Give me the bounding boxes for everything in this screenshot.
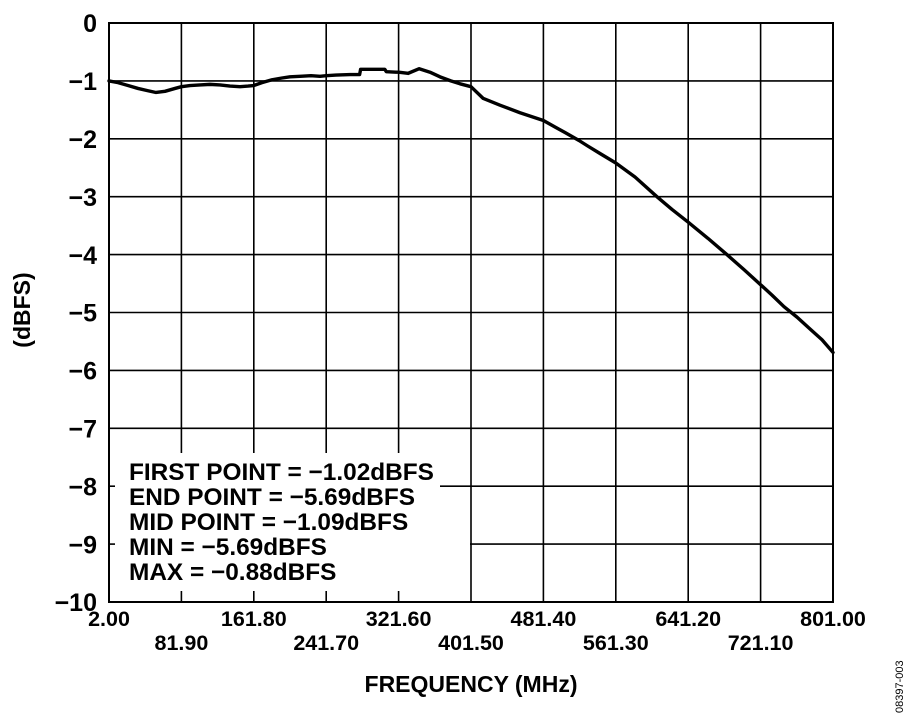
svg-text:FREQUENCY (MHz): FREQUENCY (MHz) — [365, 671, 578, 697]
svg-text:−8: −8 — [68, 474, 97, 502]
svg-text:FIRST POINT = −1.02dBFS: FIRST POINT = −1.02dBFS — [129, 459, 434, 486]
svg-text:−2: −2 — [68, 126, 97, 154]
svg-text:721.10: 721.10 — [728, 631, 794, 655]
svg-text:641.20: 641.20 — [655, 607, 721, 631]
svg-text:161.80: 161.80 — [221, 607, 287, 631]
svg-text:08397-003: 08397-003 — [894, 660, 906, 713]
svg-text:81.90: 81.90 — [154, 631, 208, 655]
svg-text:−7: −7 — [68, 416, 97, 444]
svg-text:−5: −5 — [68, 300, 97, 328]
svg-text:241.70: 241.70 — [293, 631, 359, 655]
svg-text:321.60: 321.60 — [366, 607, 432, 631]
svg-text:MID POINT = −1.09dBFS: MID POINT = −1.09dBFS — [129, 509, 408, 536]
svg-text:−9: −9 — [68, 532, 97, 560]
svg-text:−1: −1 — [68, 68, 97, 96]
svg-text:481.40: 481.40 — [511, 607, 577, 631]
svg-text:801.00: 801.00 — [800, 607, 866, 631]
svg-text:MAX = −0.88dBFS: MAX = −0.88dBFS — [129, 559, 336, 586]
svg-text:0: 0 — [83, 10, 97, 38]
svg-text:−6: −6 — [68, 358, 97, 386]
svg-text:2.00: 2.00 — [88, 607, 130, 631]
svg-text:MIN = −5.69dBFS: MIN = −5.69dBFS — [129, 534, 327, 561]
svg-text:−3: −3 — [68, 184, 97, 212]
svg-text:561.30: 561.30 — [583, 631, 649, 655]
svg-text:−4: −4 — [68, 242, 97, 270]
svg-text:401.50: 401.50 — [438, 631, 504, 655]
svg-text:END POINT = −5.69dBFS: END POINT = −5.69dBFS — [129, 484, 415, 511]
svg-text:(dBFS): (dBFS) — [9, 272, 35, 347]
